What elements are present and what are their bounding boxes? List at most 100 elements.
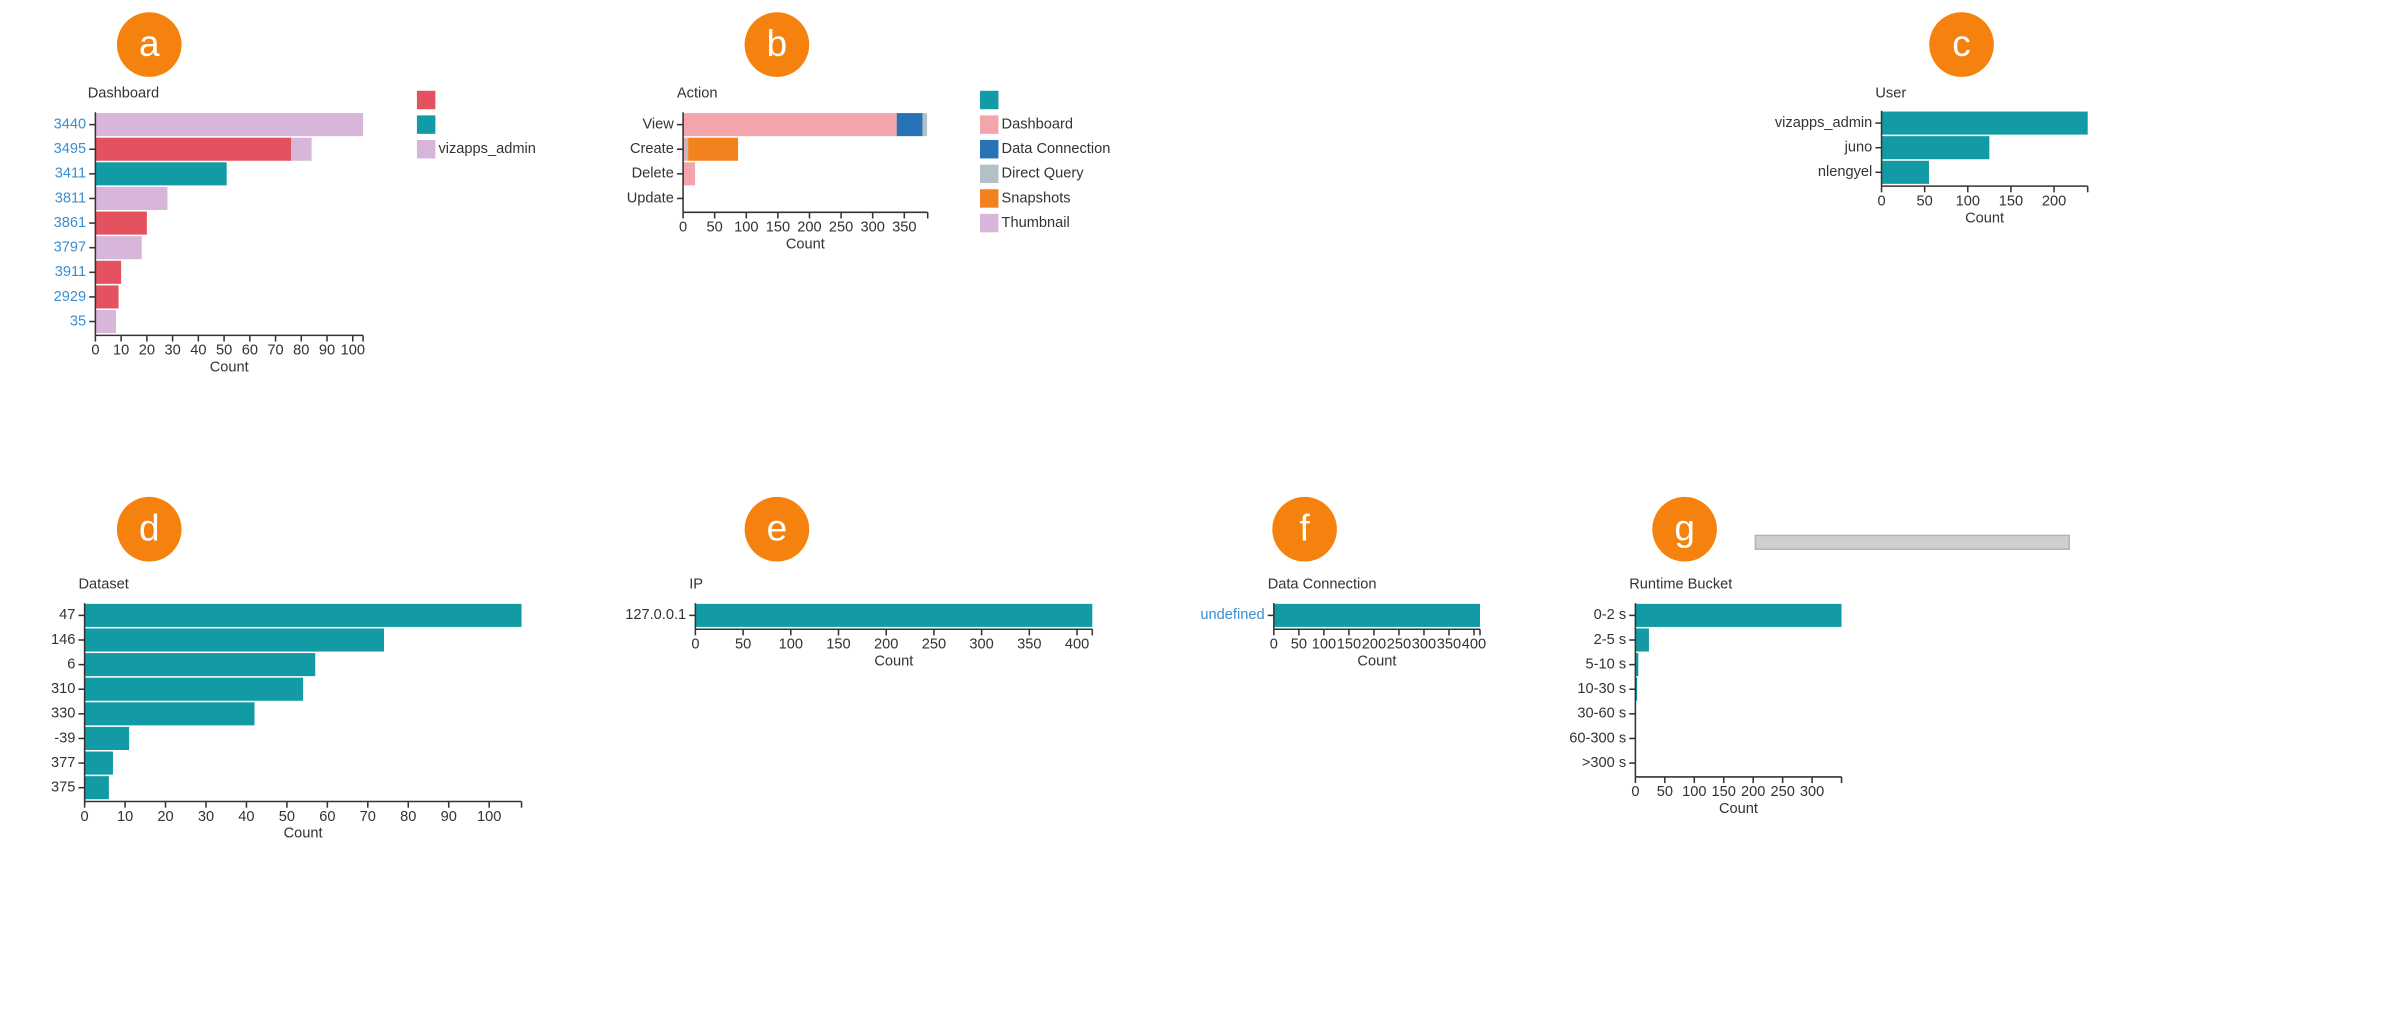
x-axis-label: Count xyxy=(1357,653,1396,669)
badge xyxy=(1929,12,1994,77)
bar xyxy=(1635,603,1842,627)
chart-title: Data Connection xyxy=(1268,576,1377,592)
bar xyxy=(84,751,113,775)
x-tick-label: 60 xyxy=(242,343,258,359)
badge-label: c xyxy=(1952,23,1970,64)
x-tick-label: 50 xyxy=(1917,193,1933,209)
x-tick-label: 100 xyxy=(1956,193,1980,209)
x-tick-label: 80 xyxy=(293,343,309,359)
legend-label: Direct Query xyxy=(1002,166,1085,182)
x-tick-label: 200 xyxy=(874,636,898,652)
scrollbar xyxy=(1754,534,2070,551)
x-tick-label: 100 xyxy=(1682,784,1706,800)
bar-segment xyxy=(95,162,227,186)
bar-segment xyxy=(291,137,312,161)
x-tick-label: 10 xyxy=(117,809,133,825)
legend-label: Dashboard xyxy=(1002,116,1073,132)
badge-label: f xyxy=(1299,508,1310,549)
y-tick-label: 47 xyxy=(59,607,75,623)
bar-segment xyxy=(95,211,147,235)
badge xyxy=(744,12,810,77)
y-tick-label: 2929 xyxy=(54,289,87,305)
x-tick-label: 300 xyxy=(1412,636,1436,652)
legend-swatch xyxy=(980,189,999,208)
legend-label: vizapps_admin xyxy=(438,141,535,157)
x-tick-label: 250 xyxy=(922,636,946,652)
legend-swatch xyxy=(416,115,436,134)
y-tick-label: 3797 xyxy=(54,240,87,256)
legend-label: Thumbnail xyxy=(1002,215,1070,231)
bar-segment xyxy=(95,137,292,161)
x-tick-label: 0 xyxy=(91,343,99,359)
badge-label: e xyxy=(767,508,788,549)
y-tick-label: Delete xyxy=(632,166,674,182)
legend-swatch xyxy=(980,90,999,110)
bar-segment xyxy=(683,113,897,137)
bar-segment xyxy=(95,186,168,211)
x-tick-label: 250 xyxy=(829,220,853,236)
x-tick-label: 400 xyxy=(1462,636,1486,652)
y-tick-label: 2-5 s xyxy=(1594,632,1626,648)
x-axis-label: Count xyxy=(1965,210,2004,226)
x-axis-label: Count xyxy=(210,360,249,376)
x-tick-label: 20 xyxy=(139,343,155,359)
chart-title: User xyxy=(1875,86,1906,102)
x-tick-label: 20 xyxy=(157,809,173,825)
bar-segment xyxy=(95,285,119,309)
badge-label: a xyxy=(139,23,160,64)
bar-segment xyxy=(685,137,689,161)
y-tick-label: 3861 xyxy=(54,215,87,231)
chart-title: Dataset xyxy=(78,576,128,592)
x-tick-label: 250 xyxy=(1387,636,1411,652)
x-axis-label: Count xyxy=(786,236,825,252)
x-tick-label: 200 xyxy=(1362,636,1386,652)
chart-title: Runtime Bucket xyxy=(1629,576,1732,592)
x-tick-label: 100 xyxy=(477,809,501,825)
x-tick-label: 150 xyxy=(766,220,790,236)
y-tick-label: 6 xyxy=(67,656,75,672)
x-axis-label: Count xyxy=(874,653,913,669)
x-tick-label: 350 xyxy=(1437,636,1461,652)
bar-segment xyxy=(95,260,122,284)
x-tick-label: 0 xyxy=(679,220,687,236)
legend-swatch xyxy=(980,140,999,159)
x-tick-label: 300 xyxy=(861,220,885,236)
bar xyxy=(1635,653,1639,677)
badge xyxy=(1272,496,1337,562)
bar xyxy=(84,628,384,652)
y-tick-label: 35 xyxy=(70,313,86,329)
badge xyxy=(116,496,182,562)
badge-label: b xyxy=(767,23,788,64)
bar-segment xyxy=(95,236,142,260)
x-tick-label: 150 xyxy=(1999,193,2023,209)
x-tick-label: 200 xyxy=(2042,193,2066,209)
bar xyxy=(84,776,109,800)
x-tick-label: 150 xyxy=(1337,636,1361,652)
bar-segment xyxy=(95,113,364,137)
x-tick-label: 200 xyxy=(797,220,821,236)
badge xyxy=(744,496,810,562)
bar xyxy=(1635,677,1638,701)
x-tick-label: 30 xyxy=(198,809,214,825)
legend-swatch xyxy=(416,90,436,110)
y-tick-label: >300 s xyxy=(1582,755,1626,771)
x-tick-label: 50 xyxy=(707,220,723,236)
x-tick-label: 50 xyxy=(216,343,232,359)
y-tick-label: 3811 xyxy=(55,190,86,206)
x-axis-label: Count xyxy=(284,826,323,842)
y-tick-label: undefined xyxy=(1200,607,1264,623)
x-tick-label: 60 xyxy=(319,809,335,825)
y-tick-label: 330 xyxy=(51,706,75,722)
x-tick-label: 100 xyxy=(1312,636,1336,652)
x-tick-label: 0 xyxy=(1631,784,1639,800)
chart-title: IP xyxy=(689,576,703,592)
bar xyxy=(1635,628,1649,652)
x-tick-label: 400 xyxy=(1065,636,1089,652)
bar xyxy=(1881,160,1929,184)
x-tick-label: 100 xyxy=(779,636,803,652)
y-tick-label: vizapps_admin xyxy=(1775,115,1872,131)
x-tick-label: 0 xyxy=(1270,636,1278,652)
x-tick-label: 200 xyxy=(1741,784,1765,800)
x-tick-label: 80 xyxy=(400,809,416,825)
